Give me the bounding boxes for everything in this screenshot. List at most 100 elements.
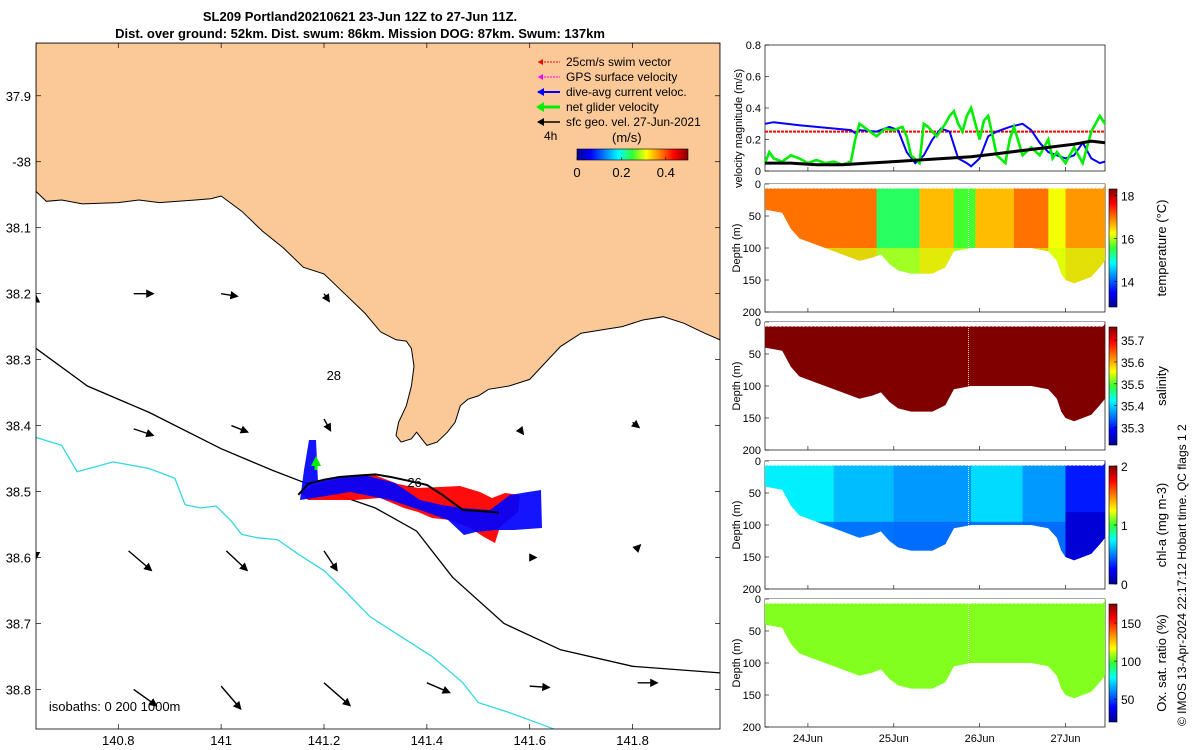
- isobath-200m: [36, 347, 720, 674]
- salinity-colorbar-tick-label: 35.4: [1121, 400, 1145, 414]
- salinity-y-tick-label: 100: [743, 381, 761, 393]
- time-tick-label: 25Jun: [879, 733, 909, 745]
- map-y-tick-label: 38.6: [6, 551, 31, 566]
- map-x-tick-label: 141.4: [411, 733, 444, 748]
- temperature-colorbar-label: temperature (°C): [1154, 200, 1169, 297]
- sfc-geo-vector-17: [323, 682, 352, 707]
- oxygen-colorbar-tick-label: 50: [1121, 693, 1135, 707]
- date-annotation-26: 26: [407, 475, 421, 490]
- salinity-y-tick-label: 150: [743, 413, 761, 425]
- map-y-tick-label: 38.5: [6, 485, 31, 500]
- oxygen-y-tick-label: 0: [755, 594, 761, 606]
- salinity-colorbar-label: salinity: [1154, 366, 1169, 406]
- sfc-geo-vector-16: [220, 685, 242, 710]
- time-tick-label: 24Jun: [793, 733, 823, 745]
- map-x-tick-label: 141: [210, 733, 232, 748]
- isobath-1000m: [36, 436, 556, 729]
- oxygen-colorbar: [1108, 603, 1118, 723]
- chla-ylabel: Depth (m): [731, 501, 743, 550]
- legend-gps-velocity: GPS surface velocity: [538, 70, 677, 84]
- salinity-y-tick-label: 0: [755, 317, 761, 329]
- glider-track-group: [297, 440, 542, 543]
- chla-y-tick-label: 0: [755, 456, 761, 468]
- sfc-geo-vector-3: [321, 293, 330, 303]
- map-colorbar-tick-label: 0.4: [657, 165, 675, 180]
- map-x-tick-label: 141.8: [616, 733, 649, 748]
- map-legend: 25cm/s swim vector GPS surface velocity …: [536, 55, 701, 180]
- sfc-geo-vector-2: [221, 291, 239, 300]
- map-y-tick-label: 38.8: [6, 682, 31, 697]
- map-x-tick-label: 140.8: [102, 733, 135, 748]
- chla-colorbar-tick-label: 2: [1121, 460, 1128, 474]
- oxygen-y-tick-label: 100: [743, 658, 761, 670]
- oxygen-surface-scallop: [1097, 599, 1105, 604]
- map-colorbar-tick-label: 0.2: [612, 165, 630, 180]
- glider-track-line: [297, 473, 499, 514]
- sfc-geo-vector-10: [128, 550, 153, 572]
- velocity-series-sfc_geo: [765, 139, 1106, 167]
- salinity-surface-scallop: [1097, 322, 1105, 327]
- svg-text:net glider velocity: net glider velocity: [566, 100, 659, 114]
- oxygen-ylabel: Depth (m): [731, 639, 743, 688]
- svg-text:dive-avg current veloc.: dive-avg current veloc.: [566, 85, 687, 99]
- temperature-colorbar-tick-label: 16: [1121, 232, 1135, 246]
- temperature-colorbar-tick-label: 14: [1121, 275, 1135, 289]
- velocity-y-tick-label: 0.2: [746, 135, 761, 147]
- legend-swim-vector: 25cm/s swim vector: [538, 55, 671, 69]
- velocity-series-net: [763, 104, 1107, 167]
- sfc-geo-vector-15: [133, 688, 158, 707]
- velocity-y-tick-label: 0.4: [746, 103, 761, 115]
- temperature-surface-scallop: [1097, 184, 1105, 189]
- map-y-tick-label: 38.1: [6, 221, 31, 236]
- date-annotation-28: 28: [327, 368, 341, 383]
- time-tick-label: 26Jun: [965, 733, 995, 745]
- oxygen-colorbar-tick-label: 150: [1121, 617, 1141, 631]
- sfc-geo-vector-7: [515, 425, 525, 436]
- salinity-colorbar-tick-label: 35.7: [1121, 334, 1145, 348]
- velocity-y-tick-label: 0.8: [746, 40, 761, 52]
- isobaths-annotation: isobaths: 0 200 1000m: [49, 699, 181, 714]
- salinity-colorbar-tick-label: 35.5: [1121, 378, 1145, 392]
- sfc-geo-vector-8: [630, 419, 641, 429]
- chla-section-panel: 0 50 100 150 200 Depth (m) 0 1 2 chl-a (mg m-3): [731, 456, 1169, 596]
- salinity-colorbar: [1108, 326, 1118, 446]
- time-tick-label: 27Jun: [1051, 733, 1081, 745]
- map-y-tick-label: 38.2: [6, 287, 31, 302]
- sfc-geo-vector-19: [529, 682, 551, 692]
- sfc-geo-vector-11: [225, 550, 249, 572]
- chla-y-tick-label: 200: [743, 584, 761, 596]
- map-y-tick-label: -38: [12, 155, 31, 170]
- svg-text:25cm/s swim vector: 25cm/s swim vector: [566, 55, 671, 69]
- legend-sfc-geo-velocity: sfc geo. vel. 27-Jun-2021: [537, 115, 701, 129]
- temperature-colorbar-tick-label: 18: [1121, 189, 1135, 203]
- map-colorbar: [576, 148, 689, 161]
- oxygen-y-tick-label: 50: [749, 626, 761, 638]
- map-colorbar-ticks: 0 0.2 0.4: [573, 157, 675, 180]
- colorbar-label: (m/s): [612, 130, 642, 145]
- map-x-tick-label: 141.6: [513, 733, 546, 748]
- map-y-tick-label: 37.9: [6, 89, 31, 104]
- map-y-tick-label: 38.7: [6, 616, 31, 631]
- map-x-axis: 140.8 141 141.2 141.4 141.6 141.8: [102, 43, 649, 748]
- velocity-y-tick-label: 0: [755, 166, 761, 178]
- sfc-geo-vector-5: [231, 424, 249, 434]
- sfc-geo-vector-4: [133, 428, 155, 438]
- chart-title-line2: Dist. over ground: 52km. Dist. swum: 86k…: [115, 26, 605, 41]
- oxygen-y-tick-label: 200: [743, 722, 761, 734]
- chla-y-tick-label: 150: [743, 552, 761, 564]
- oxygen-colorbar-label: Ox. sat. ratio (%): [1154, 614, 1169, 712]
- velocity-ylabel: velocity magnitude (m/s): [733, 69, 745, 188]
- oxygen-section-panel: 0 50 100 150 200 Depth (m) 50 100 150 Ox. sat. ra…: [731, 594, 1169, 734]
- sfc-geo-vector-12: [323, 550, 338, 572]
- temperature-y-tick-label: 50: [749, 211, 761, 223]
- surface-geostrophic-vectors: [36, 289, 659, 710]
- temperature-ylabel: Depth (m): [731, 224, 743, 273]
- temperature-section-panel: 0 50 100 150 200 Depth (m) 14 16 18 temperature (…: [731, 179, 1169, 319]
- salinity-y-tick-label: 50: [749, 349, 761, 361]
- chla-colorbar-tick-label: 0: [1121, 578, 1128, 592]
- salinity-y-tick-label: 200: [743, 445, 761, 457]
- chla-y-tick-label: 100: [743, 520, 761, 532]
- temperature-y-tick-label: 100: [743, 243, 761, 255]
- temperature-colorbar: [1108, 188, 1118, 308]
